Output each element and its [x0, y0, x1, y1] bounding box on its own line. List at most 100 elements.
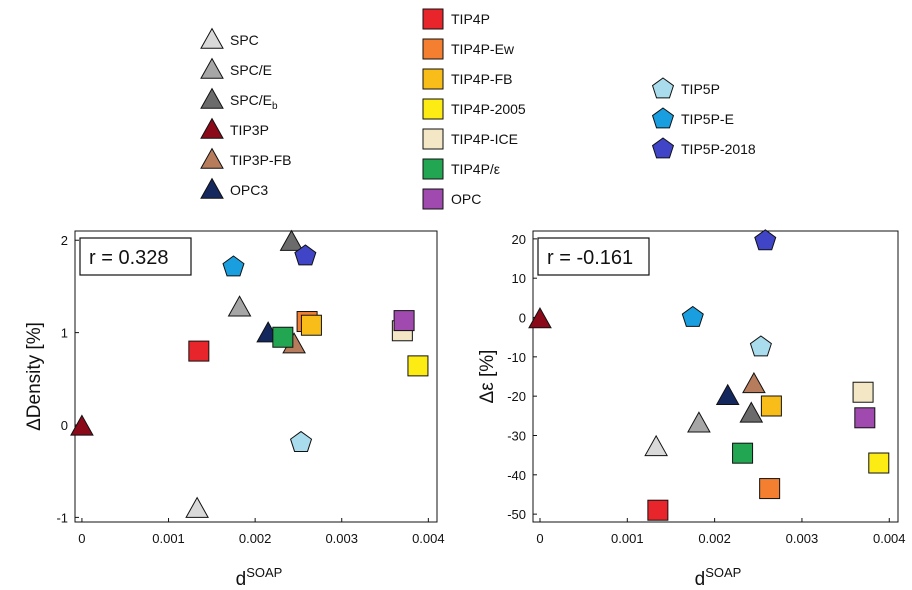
legend-item-tip3p-fb: TIP3P-FB — [200, 147, 291, 169]
dielectric-plot: 0 0.001 0.002 0.003 0.004 20 10 0 -10 -20 -30 -40 -5… — [477, 229, 906, 590]
legend-marker-tip4p-ice — [422, 128, 444, 150]
data-point-tip4p-ew — [759, 478, 781, 500]
legend-label: TIP5P-2018 — [681, 141, 756, 157]
x-tick-label: 0.004 — [412, 531, 445, 546]
legend-item-tip4p-ice: TIP4P-ICE — [422, 128, 518, 150]
legend-marker-opc3 — [200, 177, 224, 199]
y-tick-label: 10 — [512, 271, 526, 286]
legend-item-spc-eb: SPC/Eb — [200, 87, 278, 112]
y-axis-title: Δε [%] — [477, 350, 498, 404]
data-point-tip4p — [272, 326, 294, 348]
legend-item-spc: SPC — [200, 27, 259, 49]
data-point-tip5p-2018 — [754, 229, 777, 251]
legend-marker-opc — [422, 188, 444, 210]
x-tick-label: 0.002 — [698, 531, 731, 546]
x-tick-label: 0.004 — [873, 531, 906, 546]
legend-marker-spc — [200, 27, 224, 49]
x-tick-label: 0.001 — [152, 531, 185, 546]
legend-item-tip3p: TIP3P — [200, 117, 269, 139]
legend-marker-spc-e — [200, 57, 224, 79]
legend-label: TIP4P-2005 — [451, 101, 526, 117]
data-point-tip3p — [528, 307, 552, 329]
legend-label: SPC/E — [230, 62, 272, 78]
legend-item-opc3: OPC3 — [200, 177, 268, 199]
data-point-opc — [393, 310, 415, 332]
y-tick-label: 20 — [512, 232, 526, 247]
legend-item-opc: OPC — [422, 188, 481, 210]
data-point-tip3p — [70, 414, 94, 436]
y-tick-label: 0 — [519, 311, 526, 326]
x-axis-title: dSOAP — [236, 565, 283, 590]
x-tick-label: 0 — [78, 531, 85, 546]
legend-label: SPC — [230, 32, 259, 48]
x-axis-title: dSOAP — [695, 565, 742, 590]
legend-marker-tip4p-ew — [422, 38, 444, 60]
x-tick-label: 0.003 — [786, 531, 819, 546]
x-tick-label: 0.001 — [611, 531, 644, 546]
legend: SPC SPC/E SPC/Eb TIP3P TIP3P-FB OPC3 TIP4P TIP4… — [200, 8, 756, 210]
data-point-tip5p-e — [222, 255, 245, 277]
plot-frame — [74, 230, 438, 523]
correlation-annotation: r = 0.328 — [79, 237, 192, 276]
data-point-opc — [854, 407, 876, 429]
legend-item-tip4p: TIP4P — [422, 8, 490, 30]
legend-label: TIP3P — [230, 122, 269, 138]
legend-label: TIP4P-Ew — [451, 41, 515, 57]
y-tick-label: 1 — [61, 326, 68, 341]
data-point-tip5p-e — [681, 305, 704, 327]
data-point-spc — [185, 496, 209, 518]
data-point-tip4p-fb — [760, 395, 782, 417]
x-tick-label: 0.002 — [239, 531, 272, 546]
y-axis-title: ΔDensity [%] — [24, 322, 45, 431]
legend-label: TIP5P — [681, 81, 720, 97]
data-point-tip5p — [289, 430, 313, 452]
legend-marker-tip3p — [200, 117, 224, 139]
legend-marker-tip4p — [422, 8, 444, 30]
y-tick-label: -40 — [507, 468, 526, 483]
legend-item-tip5p-e: TIP5P-E — [651, 107, 734, 129]
legend-marker-tip5p-2018 — [651, 137, 675, 159]
y-tick-label: -10 — [507, 350, 526, 365]
legend-item-tip4p: TIP4P/ε — [422, 158, 500, 180]
data-point-spc-eb — [279, 229, 304, 251]
data-point-tip5p — [749, 335, 772, 357]
legend-marker-tip4p — [422, 158, 444, 180]
y-tick-label: 0 — [61, 418, 68, 433]
legend-marker-tip3p-fb — [200, 147, 224, 169]
legend-label: OPC3 — [230, 182, 268, 198]
data-point-tip4p-2005 — [407, 355, 429, 377]
legend-label: TIP4P-ICE — [451, 131, 518, 147]
correlation-annotation: r = -0.161 — [537, 237, 650, 276]
data-point-tip4p — [647, 499, 669, 521]
y-tick-label: -30 — [507, 428, 526, 443]
data-point-tip3p-fb — [742, 371, 766, 394]
legend-label: TIP4P/ε — [451, 161, 500, 177]
data-point-tip5p-2018 — [294, 244, 317, 266]
y-tick-label: 2 — [61, 233, 68, 248]
data-point-spc-e — [227, 295, 252, 317]
y-tick-label: -1 — [56, 510, 68, 525]
legend-item-tip4p-fb: TIP4P-FB — [422, 68, 512, 90]
y-tick-label: -20 — [507, 389, 526, 404]
legend-marker-tip5p-e — [651, 107, 675, 129]
legend-label: TIP5P-E — [681, 111, 734, 127]
correlation-text: r = -0.161 — [547, 247, 633, 269]
legend-label: SPC/Eb — [230, 92, 278, 112]
y-tick-label: -50 — [507, 507, 526, 522]
legend-item-tip4p-2005: TIP4P-2005 — [422, 98, 526, 120]
legend-item-tip5p-2018: TIP5P-2018 — [651, 137, 756, 159]
data-point-tip4p-ice — [852, 381, 874, 403]
data-point-spc-e — [687, 411, 711, 433]
correlation-box — [79, 237, 192, 276]
legend-item-tip4p-ew: TIP4P-Ew — [422, 38, 515, 60]
legend-item-tip5p: TIP5P — [651, 77, 720, 99]
data-point-spc-eb — [739, 401, 764, 423]
legend-label: TIP3P-FB — [230, 152, 291, 168]
legend-label: OPC — [451, 191, 481, 207]
data-point-spc — [644, 434, 668, 457]
x-tick-label: 0.003 — [325, 531, 358, 546]
legend-marker-spc-eb — [200, 87, 224, 109]
legend-label: TIP4P-FB — [451, 71, 512, 87]
legend-label: TIP4P — [451, 11, 490, 27]
